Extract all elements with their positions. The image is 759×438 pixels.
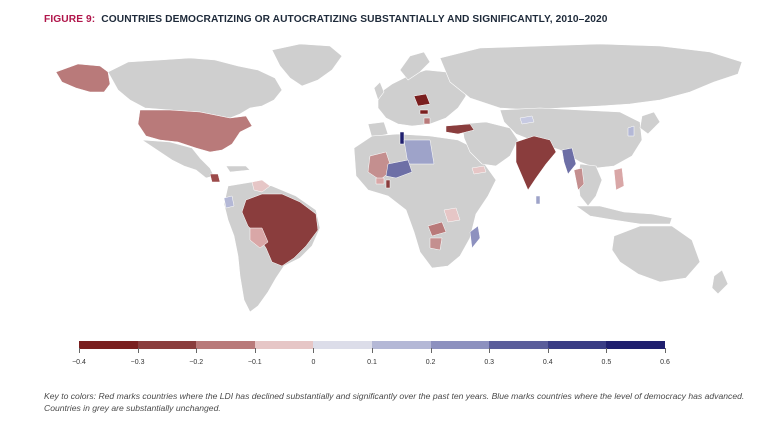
country-yemen bbox=[471, 165, 487, 175]
legend-tick-label: 0.3 bbox=[484, 359, 495, 366]
country-venezuela bbox=[251, 179, 271, 193]
country-benin bbox=[385, 179, 391, 189]
country-niger bbox=[385, 159, 413, 179]
country-philippines bbox=[613, 167, 625, 191]
country-new-zealand bbox=[711, 269, 729, 295]
legend-tick bbox=[606, 348, 608, 353]
country-russia bbox=[439, 43, 743, 111]
country-tanzania bbox=[443, 207, 461, 223]
legend-segment bbox=[137, 341, 197, 349]
country-ecuador bbox=[223, 195, 235, 209]
country-indonesia bbox=[575, 205, 673, 225]
legend-tick bbox=[137, 348, 139, 353]
legend-segment bbox=[547, 341, 607, 349]
country-tunisia bbox=[399, 131, 405, 145]
country-nicaragua bbox=[209, 173, 221, 183]
country-canada bbox=[107, 57, 283, 119]
country-myanmar bbox=[561, 147, 577, 175]
country-japan bbox=[639, 111, 661, 135]
legend-segment bbox=[254, 341, 314, 349]
legend-tick bbox=[196, 348, 198, 353]
legend-tick bbox=[79, 348, 80, 353]
country-hungary bbox=[419, 109, 429, 115]
legend-tick bbox=[372, 348, 373, 353]
legend-tick-label: −0.2 bbox=[189, 359, 204, 366]
country-alaska bbox=[55, 63, 111, 93]
country-greenland bbox=[271, 43, 343, 87]
country-madagascar bbox=[469, 225, 481, 249]
legend-tick-label: −0.3 bbox=[130, 359, 145, 366]
country-kyrgyzstan bbox=[519, 115, 535, 125]
legend-tick bbox=[313, 348, 315, 353]
world-map bbox=[55, 43, 743, 313]
legend-tick-label: 0.5 bbox=[601, 359, 612, 366]
region-central-east-asia bbox=[499, 107, 643, 169]
country-poland bbox=[413, 93, 431, 107]
legend-tick bbox=[489, 348, 491, 353]
country-scandinavia bbox=[399, 51, 431, 81]
legend-tick-label: −0.4 bbox=[72, 359, 86, 366]
legend-tick bbox=[547, 348, 549, 353]
legend-color-ramp bbox=[79, 341, 665, 349]
figure-title-text: COUNTRIES DEMOCRATIZING OR AUTOCRATIZING… bbox=[101, 14, 608, 25]
legend-tick-label: 0.1 bbox=[367, 359, 377, 366]
legend-segment bbox=[313, 341, 372, 349]
figure-label: FIGURE 9: bbox=[44, 14, 96, 25]
country-cuba bbox=[225, 165, 251, 173]
country-japan-kyushu bbox=[627, 125, 635, 137]
legend-segment bbox=[430, 341, 490, 349]
country-thailand bbox=[573, 167, 585, 191]
country-serbia bbox=[423, 117, 431, 125]
country-libya bbox=[403, 139, 435, 165]
legend-segment bbox=[606, 341, 665, 349]
country-sri-lanka bbox=[535, 195, 541, 205]
legend-segment bbox=[489, 341, 548, 349]
country-turkey bbox=[445, 123, 475, 135]
legend-tick-label: 0 bbox=[311, 359, 316, 366]
legend-segment bbox=[371, 341, 431, 349]
country-mexico bbox=[141, 139, 215, 179]
legend-tick-label: 0.2 bbox=[425, 359, 436, 366]
region-middle-east bbox=[461, 121, 519, 167]
legend-ticks: −0.4 −0.3 −0.2 −0.1 0 0.1 0.2 0.3 0.4 0.5 0.6 bbox=[72, 348, 670, 370]
legend-segment bbox=[79, 341, 138, 349]
legend-tick bbox=[254, 348, 256, 353]
country-zimbabwe bbox=[429, 237, 443, 251]
country-uk bbox=[373, 81, 385, 101]
legend-tick bbox=[665, 348, 666, 353]
legend-segment bbox=[196, 341, 255, 349]
country-bolivia bbox=[249, 227, 269, 249]
country-burkina-faso bbox=[375, 177, 385, 185]
country-united-states bbox=[137, 109, 253, 153]
country-zambia bbox=[427, 221, 447, 237]
country-iberia bbox=[367, 121, 389, 139]
legend-tick bbox=[430, 348, 432, 353]
figure-caption: Key to colors: Red marks countries where… bbox=[44, 391, 745, 413]
legend-tick-label: −0.1 bbox=[247, 359, 262, 366]
legend-tick-label: 0.6 bbox=[660, 359, 670, 366]
country-australia bbox=[611, 225, 701, 283]
legend-tick-label: 0.4 bbox=[542, 359, 553, 366]
figure-title: FIGURE 9: COUNTRIES DEMOCRATIZING OR AUTO… bbox=[44, 14, 744, 25]
country-india bbox=[515, 135, 557, 191]
